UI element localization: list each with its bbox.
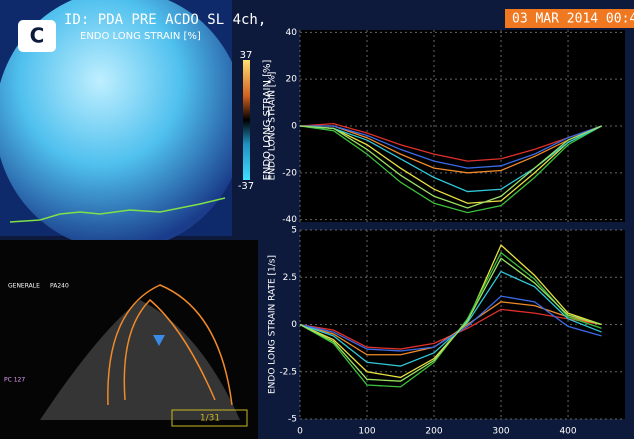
patient-id: ID: PDA PRE ACDO SL 4ch, [64, 12, 266, 28]
colorbar-panel [232, 0, 292, 236]
date-box [505, 9, 634, 28]
echo-text: PC 127 [4, 377, 25, 384]
apex-marker [153, 335, 165, 346]
echo-sector [40, 300, 240, 420]
echo-text: GENERALE [8, 283, 40, 290]
map-title: ENDO LONG STRAIN [%] [80, 31, 201, 42]
frame-box [171, 409, 248, 427]
series-line [299, 270, 602, 367]
x-tick-label: 200 [425, 427, 442, 437]
series-line [299, 125, 602, 214]
series-line [299, 123, 602, 162]
epi-contour [107, 284, 233, 406]
y-tick-label: 40 [286, 28, 298, 38]
series-line [299, 125, 602, 193]
date: 03 MAR 2014 00:46 [512, 12, 634, 27]
y-tick-label: -2.5 [279, 367, 297, 377]
ecg-trace [9, 197, 226, 223]
y-tick-label: -40 [282, 215, 297, 225]
x-tick-label: 100 [358, 427, 375, 437]
x-tick-label: 0 [297, 427, 303, 437]
y-tick-label: -5 [288, 415, 297, 425]
endo-contour [123, 298, 216, 401]
y-tick-label: -20 [282, 168, 297, 178]
echo-text: 1/31 [200, 414, 220, 424]
panel-label: C [30, 24, 45, 48]
colorbar-max: 37 [240, 50, 253, 61]
y-axis-label: ENDO LONG STRAIN RATE [1/s] [268, 255, 278, 394]
echo-text: PA240 [50, 283, 69, 290]
series-line [300, 125, 602, 169]
x-tick-label: 300 [492, 427, 509, 437]
y-tick-label: 0 [291, 122, 297, 132]
x-tick-label: 400 [559, 427, 576, 437]
colorbar-label: ENDO LONG STRAIN [%] [262, 60, 273, 181]
colorbar-min: -37 [238, 181, 254, 192]
series-line [299, 125, 602, 204]
series-line [299, 301, 602, 356]
strain-map-image [0, 0, 245, 250]
panel-label-box [18, 20, 56, 52]
series-line [299, 295, 602, 352]
y-tick-label: 2.5 [283, 273, 297, 283]
series-line [299, 125, 602, 209]
y-tick-label: 20 [286, 75, 298, 85]
y-tick-label: 0 [291, 320, 297, 330]
colorbar [243, 60, 250, 180]
series-line [300, 125, 602, 174]
y-axis-label: ENDO LONG STRAIN [%] [268, 72, 278, 181]
series-line [299, 257, 602, 382]
y-tick-label: 5 [291, 226, 297, 236]
